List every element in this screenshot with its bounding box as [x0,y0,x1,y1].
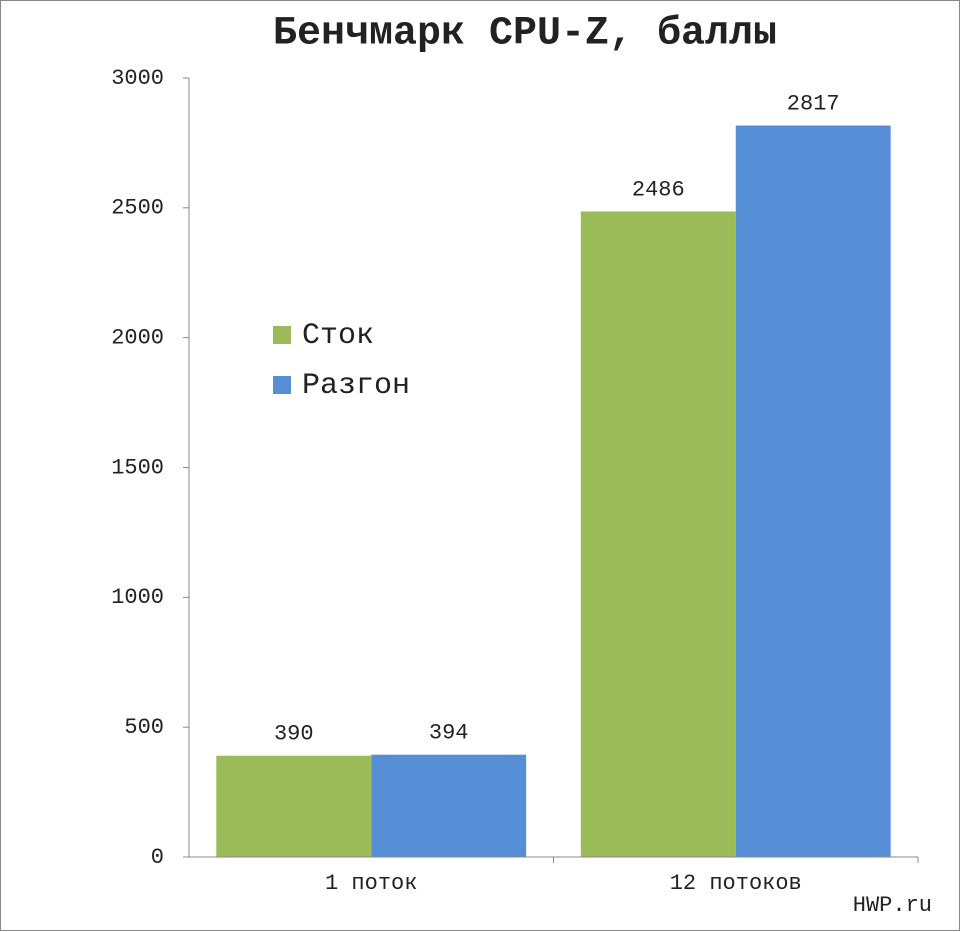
bar [216,755,372,857]
legend-label: Разгон [302,369,410,403]
value-label: 390 [274,722,314,747]
bar [371,754,527,857]
value-label: 394 [429,721,469,746]
bar [580,211,736,857]
legend-label: Сток [302,319,374,353]
y-tick-label: 1500 [111,455,164,480]
legend-swatch [273,326,291,344]
bar [735,125,891,858]
chart-title: Бенчмарк CPU-Z, баллы [273,12,777,57]
x-tick-label: 1 поток [325,871,417,896]
x-tick-label: 12 потоков [670,871,802,896]
y-tick-label: 3000 [111,66,164,91]
y-tick-label: 1000 [111,585,164,610]
y-tick-label: 500 [124,715,164,740]
legend-swatch [273,376,291,394]
y-tick-label: 0 [151,845,164,870]
value-label: 2817 [787,91,840,116]
y-tick-label: 2000 [111,325,164,350]
y-tick-label: 2500 [111,196,164,221]
watermark: HWP.ru [853,893,932,918]
value-label: 2486 [632,177,685,202]
